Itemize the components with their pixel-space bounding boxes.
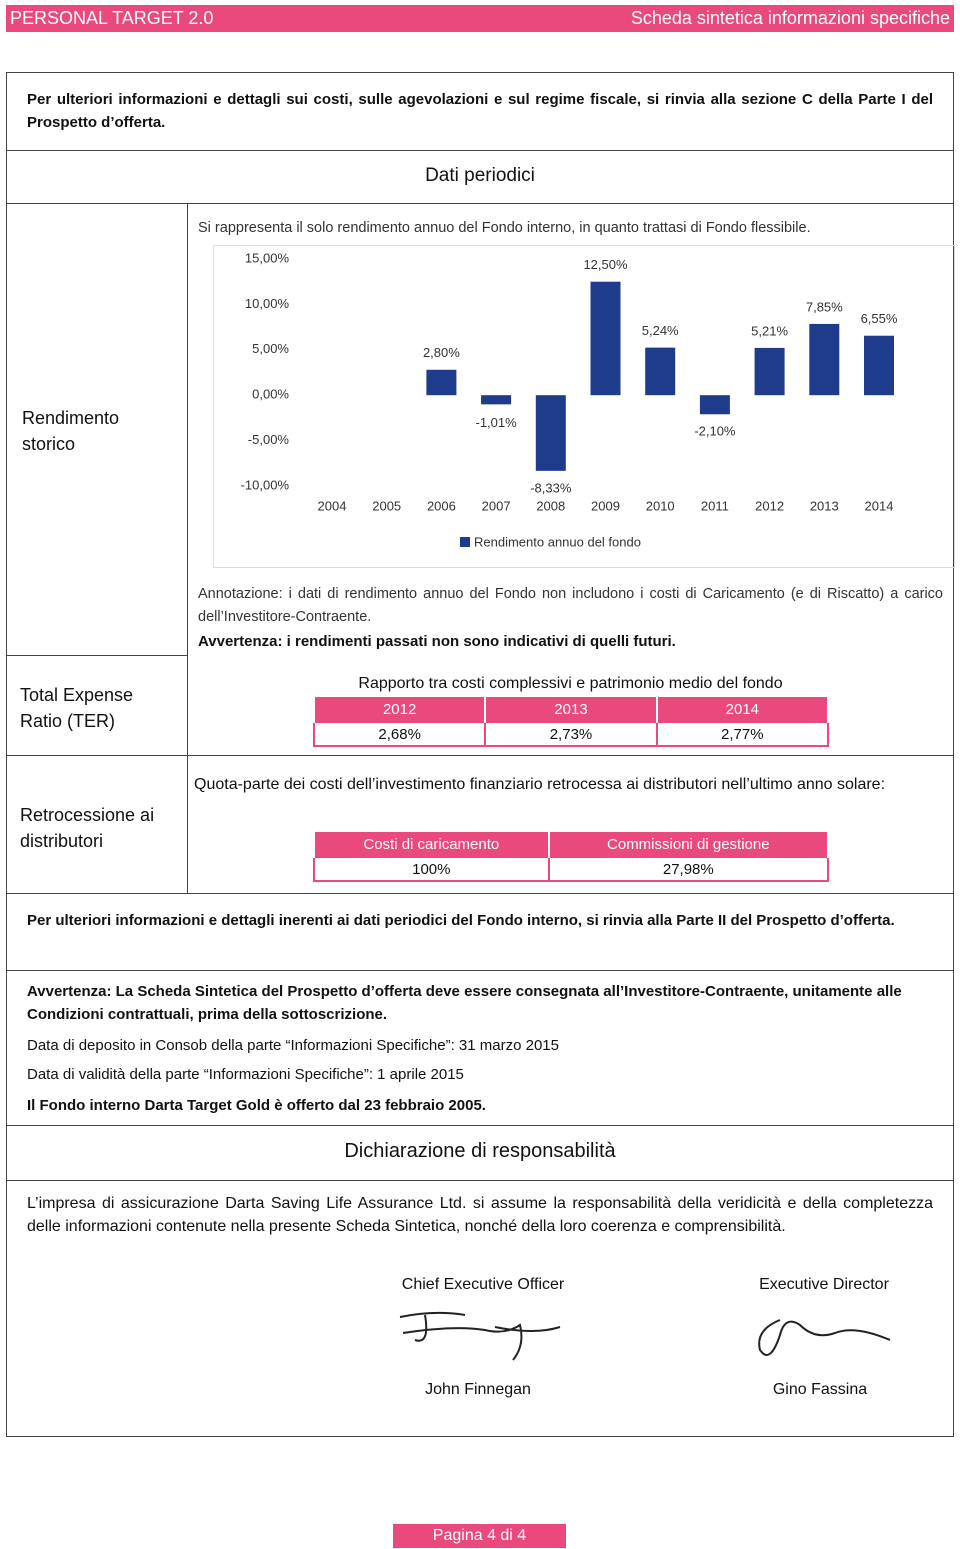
divider xyxy=(6,1125,954,1126)
footer: Pagina 4 di 4 xyxy=(393,1524,566,1548)
y-tick-label: -10,00% xyxy=(241,477,290,492)
table-header: Commissioni di gestione xyxy=(547,832,830,857)
x-tick-label: 2012 xyxy=(755,498,784,513)
divider xyxy=(6,1180,954,1181)
signatory-role: Executive Director xyxy=(759,1276,889,1293)
divider xyxy=(6,150,954,151)
signatory-name: John Finnegan xyxy=(425,1381,531,1398)
note: Annotazione: i dati di rendimento annuo … xyxy=(198,586,943,625)
table-header: 2014 xyxy=(655,697,830,722)
bar xyxy=(481,395,512,405)
legend-swatch xyxy=(460,537,470,547)
data-label: 5,21% xyxy=(751,323,788,338)
bar xyxy=(535,395,566,471)
x-tick-label: 2004 xyxy=(318,498,347,513)
x-tick-label: 2007 xyxy=(482,498,511,513)
final-warning: Avvertenza: La Scheda Sintetica del Pros… xyxy=(27,983,902,1023)
signature xyxy=(399,1311,561,1361)
y-tick-label: 10,00% xyxy=(245,296,290,311)
x-tick-label: 2009 xyxy=(591,498,620,513)
data-label: 6,55% xyxy=(861,311,898,326)
main-box xyxy=(6,72,954,1437)
data-label: -8,33% xyxy=(530,480,572,495)
validity-date: Data di validità della parte “Informazio… xyxy=(27,1066,464,1083)
data-label: 12,50% xyxy=(583,257,628,272)
retro-text: Quota-parte dei costi dell’investimento … xyxy=(194,776,886,793)
x-tick-label: 2005 xyxy=(372,498,401,513)
chart-intro: Si rappresenta il solo rendimento annuo … xyxy=(198,220,811,236)
section-title: Dati periodici xyxy=(425,165,535,186)
signatory-role: Chief Executive Officer xyxy=(401,1276,565,1293)
table-cell: 2,73% xyxy=(484,721,658,747)
divider xyxy=(6,203,954,204)
y-tick-label: 0,00% xyxy=(252,387,289,402)
chart-frame xyxy=(213,245,955,568)
header-right: Scheda sintetica informazioni specifiche xyxy=(630,8,950,28)
data-label: 7,85% xyxy=(806,299,843,314)
y-tick-label: 5,00% xyxy=(252,341,289,356)
divider xyxy=(6,755,954,756)
retro-table: Costi di caricamento Commissioni di gesti… xyxy=(313,832,830,882)
row-label: Retrocessione ai distributori xyxy=(20,805,155,851)
header-left: PERSONAL TARGET 2.0 xyxy=(10,8,214,28)
ter-table: 2012 2013 2014 2,68% 2,73% 2,77% xyxy=(312,697,830,747)
warning: Avvertenza: i rendimenti passati non son… xyxy=(198,633,676,650)
bar xyxy=(645,347,676,396)
x-tick-label: 2006 xyxy=(427,498,456,513)
table-header: Costi di caricamento xyxy=(313,832,550,857)
table-cell: 27,98% xyxy=(547,856,830,882)
chart: -10,00% -5,00% 0,00% 5,00% 10,00% 15,00% 2004 2… xyxy=(213,245,955,568)
data-label: 5,24% xyxy=(642,323,679,338)
data-label: 2,80% xyxy=(423,345,460,360)
header-bar: PERSONAL TARGET 2.0 Scheda sintetica inf… xyxy=(6,5,954,32)
data-label: -1,01% xyxy=(475,415,517,430)
periodic-note: Per ulteriori informazioni e dettagli in… xyxy=(27,912,895,929)
bar xyxy=(754,347,785,396)
bar xyxy=(426,369,457,396)
x-tick-label: 2013 xyxy=(810,498,839,513)
bar xyxy=(809,323,840,396)
table-header: 2012 xyxy=(312,697,487,722)
table-header: 2013 xyxy=(484,697,658,722)
intro: Per ulteriori informazioni e dettagli su… xyxy=(27,91,933,131)
x-tick-label: 2008 xyxy=(536,498,565,513)
x-tick-label: 2014 xyxy=(865,498,894,513)
y-tick-label: 15,00% xyxy=(245,250,290,265)
x-tick-label: 2011 xyxy=(701,498,729,513)
divider xyxy=(6,893,954,894)
data-label: -2,10% xyxy=(694,424,736,439)
y-tick-label: -5,00% xyxy=(248,432,290,447)
bar xyxy=(699,395,730,415)
table-cell: 100% xyxy=(313,856,550,882)
declaration-text: L’impresa di assicurazione Darta Saving … xyxy=(27,1195,933,1235)
signatory-name: Gino Fassina xyxy=(772,1381,868,1398)
table-title: Rapporto tra costi complessivi e patrimo… xyxy=(358,675,783,692)
signature xyxy=(758,1319,891,1356)
declaration-title: Dichiarazione di responsabilità xyxy=(344,1140,616,1162)
table-cell: 2,68% xyxy=(312,721,487,747)
table-cell: 2,77% xyxy=(655,721,830,747)
divider xyxy=(6,655,187,656)
signatures xyxy=(399,1311,891,1361)
column-divider xyxy=(187,203,188,893)
x-tick-label: 2010 xyxy=(646,498,675,513)
bar xyxy=(590,281,621,396)
legend-label: Rendimento annuo del fondo xyxy=(474,534,641,549)
deposit-date: Data di deposito in Consob della parte “… xyxy=(27,1037,559,1054)
offer: Il Fondo interno Darta Target Gold è off… xyxy=(27,1097,486,1114)
row-label: Total Expense Ratio (TER) xyxy=(20,685,134,731)
bar xyxy=(864,335,894,396)
divider xyxy=(6,970,954,971)
row-label: Rendimento storico xyxy=(22,408,120,454)
